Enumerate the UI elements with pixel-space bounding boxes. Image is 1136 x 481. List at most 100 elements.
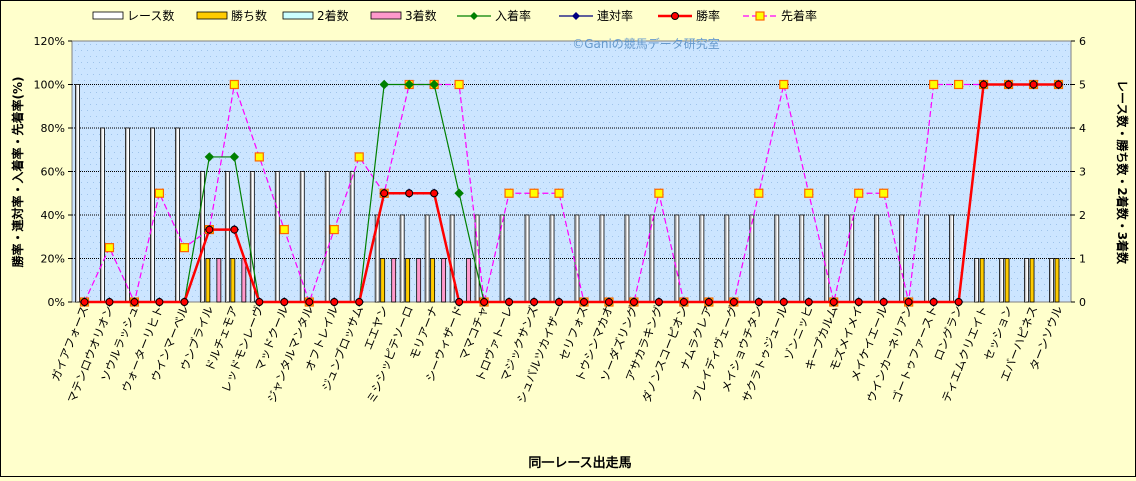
plot-dot — [693, 74, 694, 75]
plot-dot — [738, 44, 739, 45]
plot-dot — [450, 116, 451, 117]
plot-dot — [915, 194, 916, 195]
plot-dot — [597, 110, 598, 111]
plot-dot — [885, 110, 886, 111]
plot-dot — [597, 146, 598, 147]
plot-dot — [180, 212, 181, 213]
plot-dot — [873, 98, 874, 99]
plot-dot — [174, 80, 175, 81]
plot-dot — [897, 206, 898, 207]
plot-dot — [564, 92, 565, 93]
plot-dot — [300, 44, 301, 45]
plot-dot — [480, 80, 481, 81]
plot-dot — [732, 68, 733, 69]
plot-dot — [828, 116, 829, 117]
plot-dot — [1029, 110, 1030, 111]
plot-dot — [501, 134, 502, 135]
plot-dot — [96, 116, 97, 117]
plot-dot — [234, 56, 235, 57]
plot-dot — [417, 170, 418, 171]
plot-dot — [867, 146, 868, 147]
plot-dot — [111, 86, 112, 87]
plot-dot — [495, 206, 496, 207]
plot-dot — [504, 116, 505, 117]
plot-dot — [1059, 170, 1060, 171]
plot-dot — [687, 98, 688, 99]
plot-dot — [384, 104, 385, 105]
plot-dot — [1032, 92, 1033, 93]
plot-dot — [456, 140, 457, 141]
plot-dot — [1059, 110, 1060, 111]
plot-dot — [1041, 146, 1042, 147]
plot-dot — [258, 80, 259, 81]
plot-dot — [414, 104, 415, 105]
plot-dot — [189, 98, 190, 99]
plot-dot — [606, 56, 607, 57]
plot-dot — [549, 134, 550, 135]
plot-dot — [606, 200, 607, 201]
plot-dot — [1068, 80, 1069, 81]
plot-dot — [354, 68, 355, 69]
plot-dot — [309, 182, 310, 183]
plot-dot — [333, 134, 334, 135]
plot-dot — [318, 176, 319, 177]
plot-dot — [972, 152, 973, 153]
plot-dot — [654, 80, 655, 81]
plot-dot — [753, 62, 754, 63]
plot-dot — [1005, 206, 1006, 207]
plot-dot — [1035, 50, 1036, 51]
plot-dot — [240, 152, 241, 153]
plot-dot — [123, 110, 124, 111]
plot-dot — [714, 212, 715, 213]
plot-dot — [450, 68, 451, 69]
plot-dot — [639, 158, 640, 159]
plot-dot — [543, 146, 544, 147]
plot-dot — [918, 104, 919, 105]
plot-dot — [894, 212, 895, 213]
plot-dot — [144, 56, 145, 57]
plot-dot — [1044, 44, 1045, 45]
plot-dot — [819, 146, 820, 147]
plot-dot — [495, 98, 496, 99]
plot-dot — [486, 92, 487, 93]
plot-dot — [255, 122, 256, 123]
plot-dot — [753, 74, 754, 75]
plot-dot — [258, 116, 259, 117]
plot-dot — [882, 164, 883, 165]
plot-dot — [546, 164, 547, 165]
plot-dot — [777, 98, 778, 99]
plot-dot — [345, 134, 346, 135]
plot-dot — [927, 50, 928, 51]
plot-dot — [846, 56, 847, 57]
plot-dot — [543, 158, 544, 159]
plot-dot — [147, 182, 148, 183]
plot-dot — [915, 146, 916, 147]
plot-dot — [378, 80, 379, 81]
plot-dot — [630, 116, 631, 117]
plot-dot — [993, 122, 994, 123]
plot-dot — [465, 158, 466, 159]
plot-dot — [1020, 104, 1021, 105]
plot-dot — [699, 170, 700, 171]
plot-dot — [150, 68, 151, 69]
plot-dot — [816, 80, 817, 81]
plot-dot — [261, 110, 262, 111]
plot-dot — [411, 146, 412, 147]
plot-dot — [549, 74, 550, 75]
plot-dot — [465, 50, 466, 51]
plot-dot — [921, 206, 922, 207]
plot-dot — [876, 140, 877, 141]
plot-dot — [540, 188, 541, 189]
plot-dot — [879, 74, 880, 75]
plot-dot — [555, 170, 556, 171]
plot-dot — [120, 224, 121, 225]
plot-dot — [756, 56, 757, 57]
plot-dot — [783, 194, 784, 195]
plot-dot — [474, 212, 475, 213]
plot-dot — [534, 56, 535, 57]
plot-dot — [849, 62, 850, 63]
plot-dot — [528, 176, 529, 177]
plot-dot — [645, 218, 646, 219]
plot-dot — [906, 44, 907, 45]
plot-dot — [954, 56, 955, 57]
